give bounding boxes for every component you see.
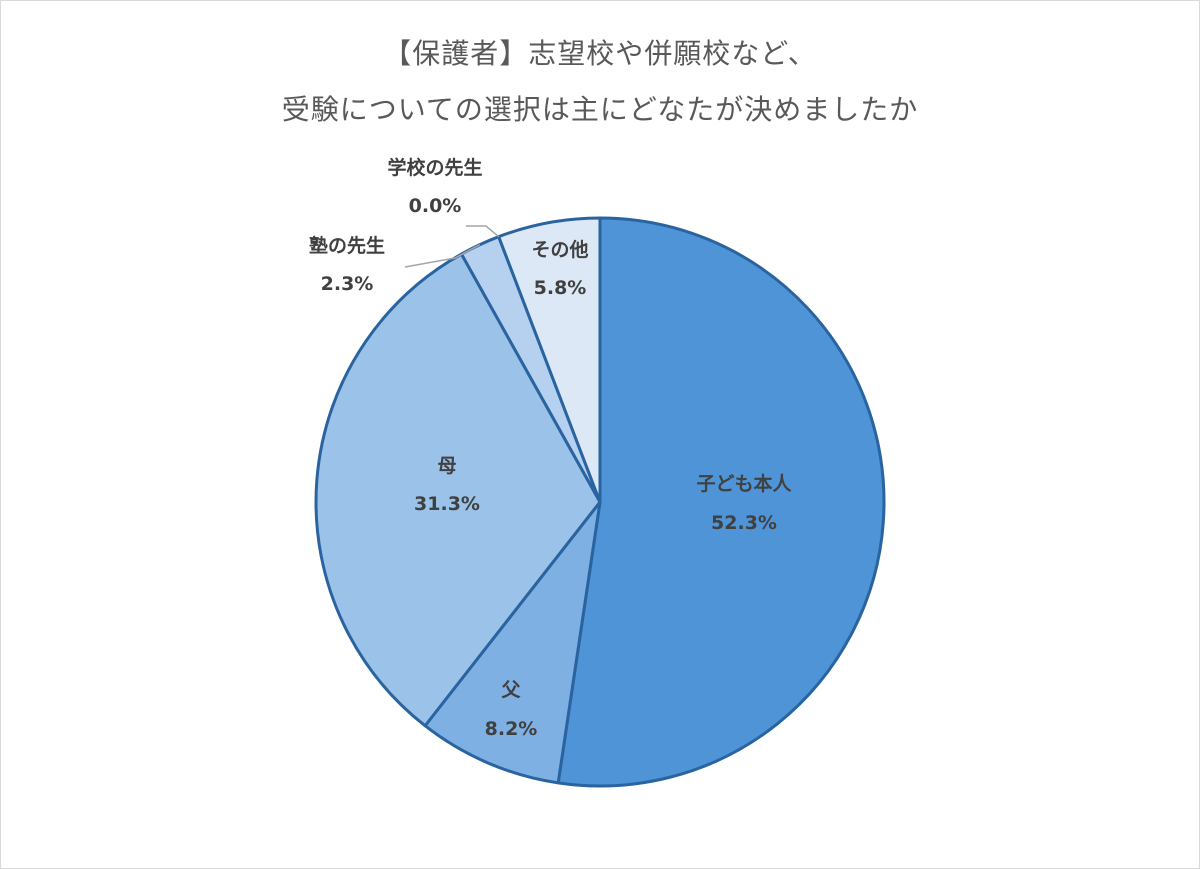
slice-label-name-juku-teacher: 塾の先生 xyxy=(309,234,385,257)
pie-slice-other xyxy=(497,216,602,504)
slice-label-name-other: その他 xyxy=(531,238,588,261)
pie-slice-haha xyxy=(314,252,602,728)
slice-label-value-chichi: 8.2% xyxy=(485,718,538,740)
slice-label-value-other: 5.8% xyxy=(534,277,587,299)
slice-label-value-juku-teacher: 2.3% xyxy=(321,273,374,295)
slice-label-name-kodomo-honnin: 子ども本人 xyxy=(696,472,792,495)
slice-label-name-school-teacher: 学校の先生 xyxy=(387,156,482,179)
chart-title-line-1: 【保護者】志望校や併願校など、 xyxy=(383,37,817,70)
slice-label-value-school-teacher: 0.0% xyxy=(409,195,462,217)
slice-label-value-kodomo-honnin: 52.3% xyxy=(711,512,777,534)
pie-slice-chichi xyxy=(423,500,602,785)
pie-slice-kodomo-honnin xyxy=(556,216,886,788)
slice-label-name-chichi: 父 xyxy=(500,679,521,701)
leader-line-school-teacher xyxy=(466,225,500,238)
slice-label-value-haha: 31.3% xyxy=(414,493,480,515)
chart-title-line-2: 受験についての選択は主にどなたが決めましたか xyxy=(281,93,919,126)
slice-label-name-haha: 母 xyxy=(437,455,456,477)
leader-line-juku-teacher xyxy=(404,244,481,268)
